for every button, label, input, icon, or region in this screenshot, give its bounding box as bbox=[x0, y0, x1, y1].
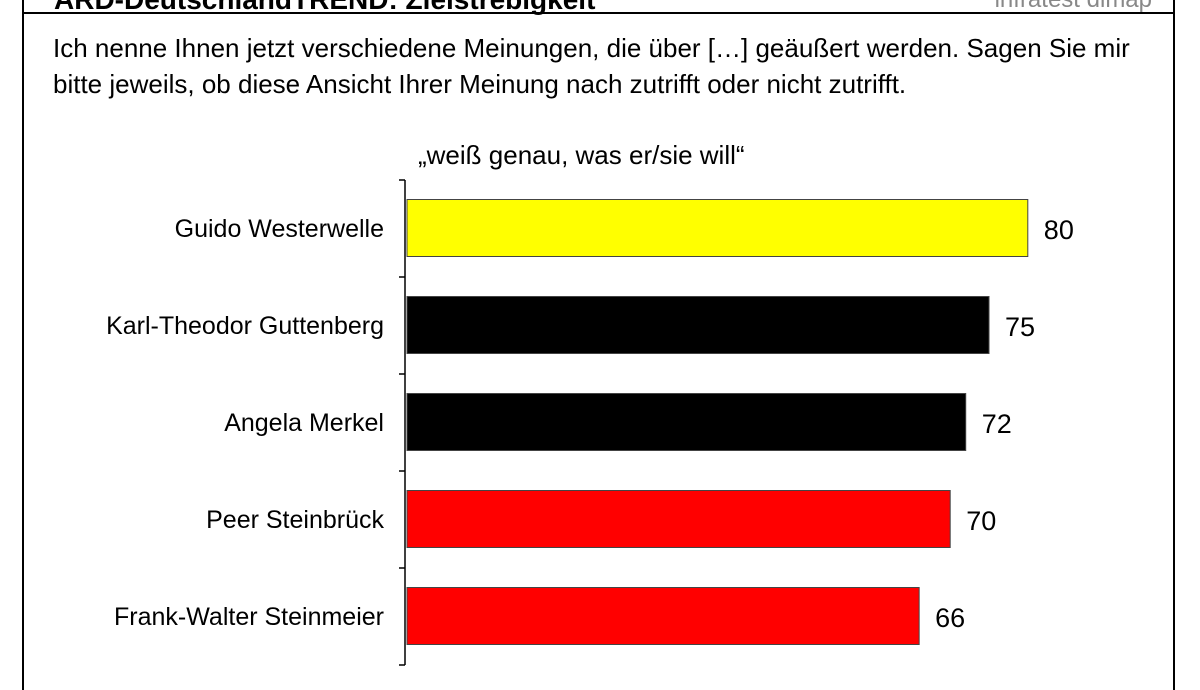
header-divider bbox=[24, 12, 1174, 14]
bar bbox=[406, 587, 920, 645]
category-label: Frank-Walter Steinmeier bbox=[114, 603, 384, 631]
data-label: 72 bbox=[982, 409, 1012, 439]
data-label: 66 bbox=[935, 603, 965, 633]
category-label: Angela Merkel bbox=[224, 409, 384, 437]
category-label: Karl-Theodor Guttenberg bbox=[106, 312, 384, 340]
chart-title: „weiß genau, was er/sie will“ bbox=[418, 140, 745, 170]
data-label: 80 bbox=[1044, 215, 1074, 245]
bar-chart: Guido Westerwelle 80 Karl-Theodor Guttenbe… bbox=[106, 179, 1074, 666]
data-label: 75 bbox=[1005, 312, 1035, 342]
survey-question: Ich nenne Ihnen jetzt verschiedene Meinu… bbox=[53, 33, 1130, 99]
brand-logo: infratest dimap bbox=[995, 0, 1152, 14]
bar bbox=[406, 490, 951, 548]
page-title: ARD-DeutschlandTREND: Zielstrebigkeit bbox=[54, 0, 595, 16]
chart-frame bbox=[22, 0, 1175, 690]
bar bbox=[406, 296, 990, 354]
category-label: Guido Westerwelle bbox=[175, 215, 384, 243]
data-label: 70 bbox=[966, 506, 996, 536]
category-label: Peer Steinbrück bbox=[206, 506, 384, 534]
bar bbox=[406, 199, 1029, 257]
bar bbox=[406, 393, 967, 451]
